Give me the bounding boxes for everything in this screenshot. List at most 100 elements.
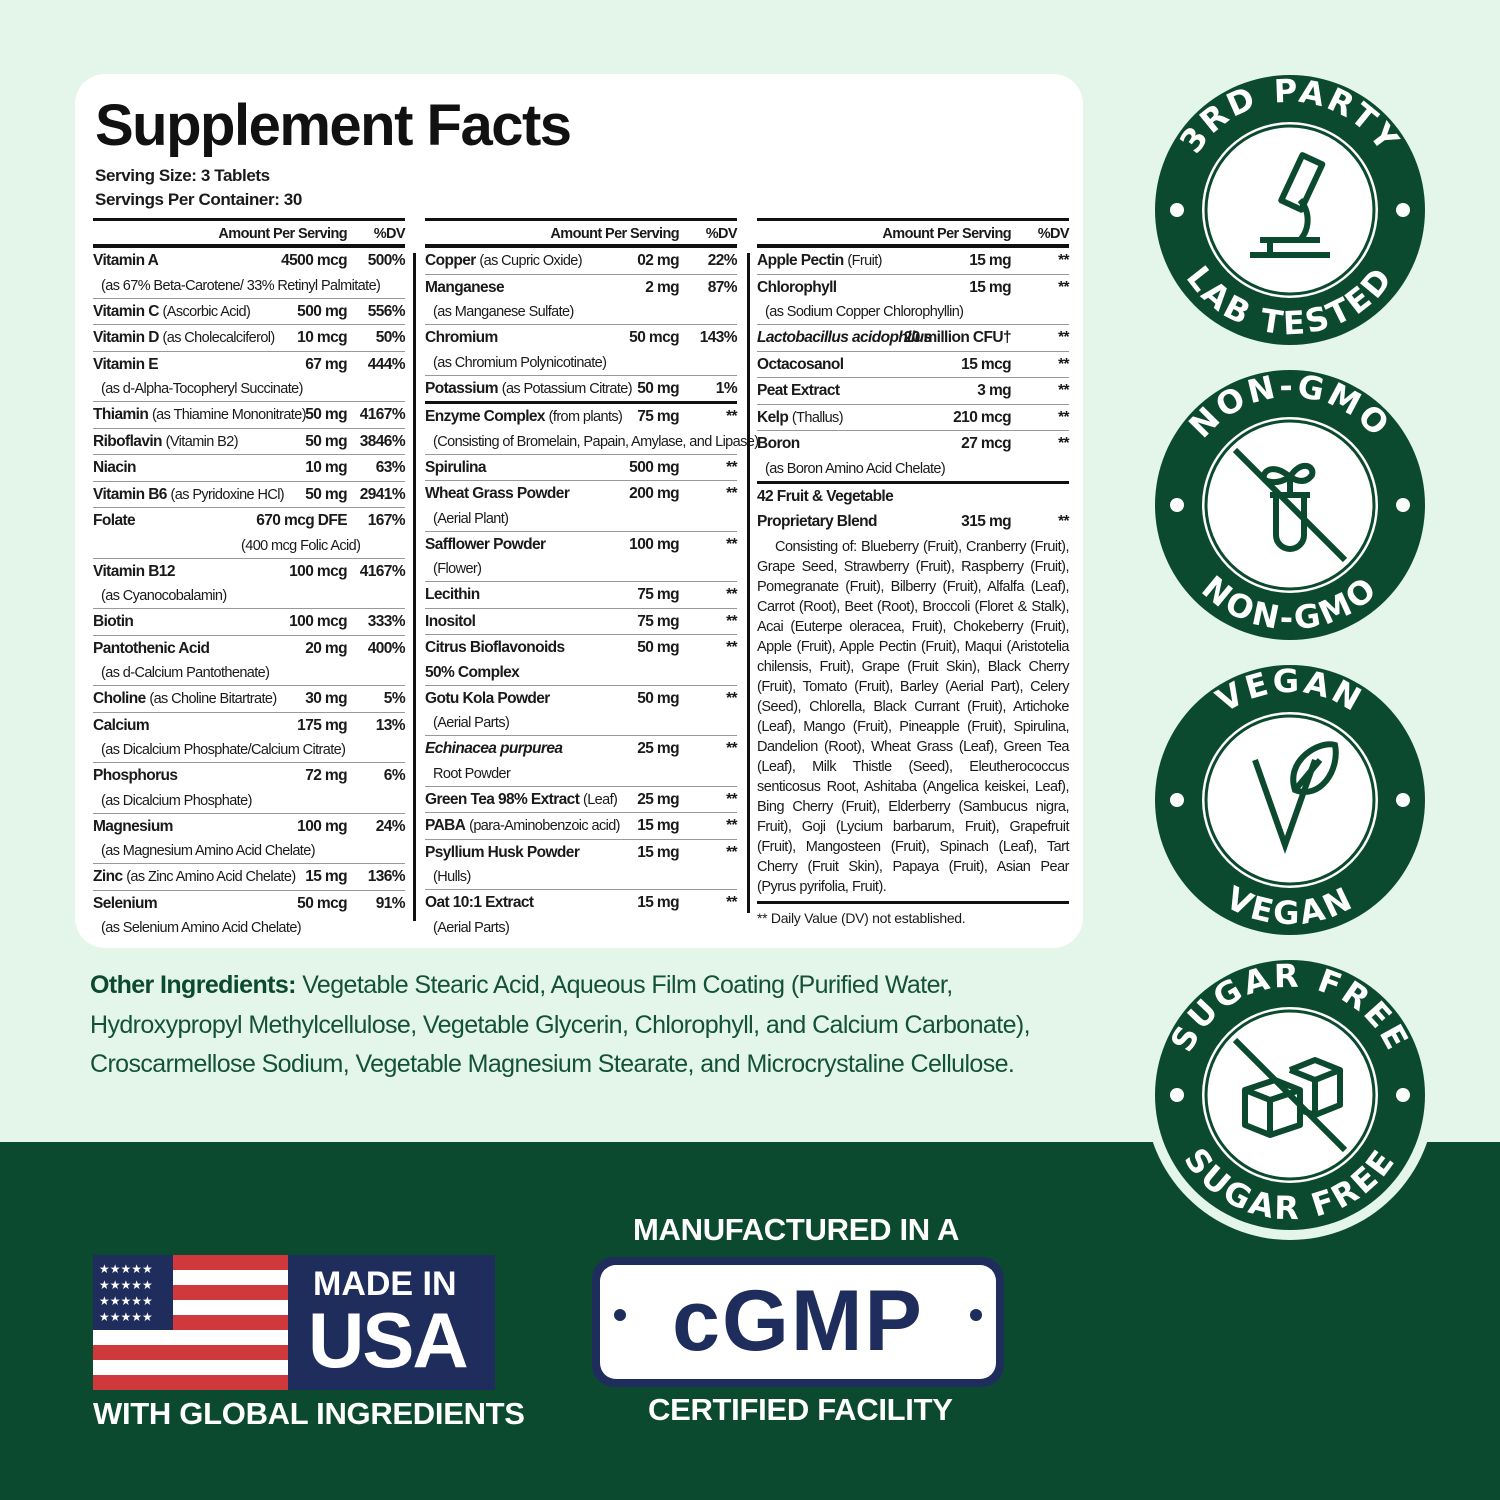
- other-ingredients: Other Ingredients: Vegetable Stearic Aci…: [90, 966, 1080, 1085]
- nutrient-row: Lactobacillus acidophilus 20 million CFU†…: [757, 324, 1070, 351]
- nutrient-name: Chromium: [425, 329, 498, 346]
- nutrient-row: Inositol 75 mg **: [425, 607, 738, 635]
- nutrient-name: Boron: [757, 435, 800, 452]
- nutrient-source: (as Choline Bitartrate): [149, 691, 277, 707]
- daily-value: 2941%: [359, 485, 406, 503]
- us-flag-icon: ★★★★★ ★★★★★ ★★★★★ ★★★★★: [93, 1255, 495, 1390]
- amount-per-serving: 25 mg: [637, 790, 679, 808]
- nutrient-line: Thiamin (as Thiamine Mononitrate) 50 mg 41…: [93, 402, 406, 428]
- nutrient-row: Vitamin B12 100 mcg 4167% (as Cyanocobalami…: [93, 557, 406, 609]
- nutrient-row: Magnesium 100 mg 24% (as Magnesium Amino Ac…: [93, 812, 406, 864]
- nutrient-row: Boron 27 mcg ** (as Boron Amino Acid Chelat…: [757, 430, 1070, 481]
- daily-value: **: [1058, 435, 1069, 452]
- badge-no-gmo-plant-tube: NON-GMO NON-GMO: [1145, 360, 1435, 650]
- amount-per-serving: 50 mcg: [629, 329, 679, 346]
- daily-value: **: [726, 458, 737, 476]
- nutrient-line: Proprietary Blend 315 mg **: [757, 509, 1070, 535]
- manufactured-in-text: MANUFACTURED IN A: [633, 1212, 960, 1247]
- nutrient-line: Manganese 2 mg 87%: [425, 275, 738, 301]
- amount-per-serving: 27 mcg: [961, 435, 1011, 452]
- daily-value: **: [726, 740, 737, 757]
- certified-facility-text: CERTIFIED FACILITY: [648, 1392, 953, 1427]
- nutrient-row: Phosphorus 72 mg 6% (as Dicalcium Phosphate…: [93, 762, 406, 813]
- nutrient-line: Spirulina 500 mg **: [425, 455, 738, 481]
- nutrient-subnote: (as Chromium Polynicotinate): [433, 354, 607, 371]
- amount-per-serving: 200 mg: [629, 485, 679, 502]
- nutrient-source: (as Pyridoxine HCl): [170, 486, 285, 503]
- nutrient-row: Niacin 10 mg 63%: [93, 454, 406, 481]
- nutrient-name: Proprietary Blend: [757, 513, 877, 530]
- daily-value: 4167%: [359, 562, 406, 580]
- nutrient-name: Vitamin D: [93, 329, 159, 346]
- nutrient-row: Peat Extract 3 mg **: [757, 377, 1070, 404]
- daily-value: 556%: [367, 302, 406, 320]
- amount-per-serving: 20 mg: [305, 639, 347, 657]
- daily-value: **: [1058, 513, 1069, 530]
- nutrient-row: Chromium 50 mcg 143% (as Chromium Polynicot…: [425, 324, 738, 375]
- nutrient-line: Gotu Kola Powder 50 mg **: [425, 686, 738, 712]
- nutrient-subnote: Root Powder: [433, 765, 511, 782]
- amount-per-serving: 75 mg: [637, 408, 679, 425]
- nutrient-subnote: (Aerial Parts): [433, 919, 510, 936]
- amount-per-serving: 2 mg: [645, 278, 679, 296]
- nutrient-row: Gotu Kola Powder 50 mg ** (Aerial Parts): [425, 684, 738, 736]
- nutrient-subnote: (400 mcg Folic Acid): [241, 537, 361, 554]
- usa-text: USA: [308, 1296, 469, 1384]
- nutrient-row: Potassium (as Potassium Citrate) 50 mg 1%: [425, 374, 738, 402]
- nutrient-row: PABA (para-Aminobenzoic acid) 15 mg **: [425, 812, 738, 839]
- nutrient-name: Lactobacillus acidophilus: [757, 329, 932, 346]
- microscope-icon: [1250, 152, 1330, 258]
- nutrient-source: (as Potassium Citrate): [501, 380, 633, 397]
- nutrient-name: Safflower Powder: [425, 535, 546, 553]
- column-divider: [413, 253, 416, 921]
- nutrient-line: Octacosanol 15 mcg **: [757, 352, 1070, 378]
- nutrient-row: Folate 670 mcg DFE 167% (400 mcg Folic Acid…: [93, 507, 406, 558]
- amount-per-serving: 10 mg: [305, 459, 347, 476]
- daily-value: **: [726, 639, 737, 656]
- badge-no-sugar-cubes: SUGAR FREE SUGAR FREE: [1145, 950, 1435, 1240]
- daily-value: **: [726, 612, 737, 630]
- daily-value: 3846%: [359, 432, 406, 450]
- amount-per-serving: 15 mg: [305, 868, 347, 885]
- nutrient-row: Citrus Bioflavonoids 50 mg ** 50% Complex: [425, 634, 738, 685]
- nutrient-name: Selenium: [93, 894, 158, 912]
- nutrient-name: Biotin: [93, 613, 134, 630]
- nutrient-name: Magnesium: [93, 817, 173, 835]
- nutrient-name: Vitamin B6: [93, 485, 167, 503]
- badge-microscope: 3RD PARTY LAB TESTED: [1145, 65, 1435, 355]
- nutrient-subnote: (as Boron Amino Acid Chelate): [765, 460, 946, 477]
- daily-value: 1%: [715, 379, 738, 397]
- nutrient-source: (para-Aminobenzoic acid): [469, 818, 620, 834]
- vegan-leaf-icon: [1252, 741, 1339, 855]
- nutrient-name: Copper: [425, 252, 476, 269]
- amount-per-serving: 50 mg: [305, 485, 347, 503]
- svg-text:★★★★★: ★★★★★: [99, 1262, 153, 1276]
- dot-icon: [614, 1309, 626, 1321]
- nutrient-line: Inositol 75 mg **: [425, 609, 738, 635]
- nutrient-row: Vitamin C (Ascorbic Acid) 500 mg 556%: [93, 297, 406, 325]
- nutrient-name: Enzyme Complex: [425, 408, 546, 425]
- nutrient-line: Vitamin E 67 mg 444%: [93, 352, 406, 378]
- nutrient-line: Chlorophyll 15 mg **: [757, 275, 1070, 301]
- daily-value: 50%: [375, 329, 406, 346]
- nutrient-line: Psyllium Husk Powder 15 mg **: [425, 840, 738, 866]
- nutrient-source: (Ascorbic Acid): [162, 303, 251, 320]
- amount-per-serving: 500 mg: [629, 458, 679, 476]
- column-header: Amount Per Serving %DV: [425, 218, 738, 248]
- daily-value: 444%: [367, 355, 406, 373]
- daily-value: **: [726, 408, 737, 425]
- column-header: Amount Per Serving %DV: [757, 218, 1070, 248]
- daily-value: 13%: [375, 716, 406, 734]
- nutrient-line: Pantothenic Acid 20 mg 400%: [93, 636, 406, 662]
- nutrient-row: Vitamin E 67 mg 444% (as d-Alpha-Tocopheryl…: [93, 350, 406, 402]
- amount-per-serving: 20 million CFU†: [903, 329, 1012, 346]
- nutrient-line: Vitamin D (as Cholecalciferol) 10 mcg 50%: [93, 325, 406, 351]
- nutrient-line: Green Tea 98% Extract (Leaf) 25 mg **: [425, 787, 738, 813]
- daily-value: **: [726, 586, 737, 603]
- nutrient-row: Vitamin D (as Cholecalciferol) 10 mcg 50%: [93, 324, 406, 351]
- nutrient-row: Vitamin B6 (as Pyridoxine HCl) 50 mg 2941%: [93, 480, 406, 508]
- nutrient-line: Zinc (as Zinc Amino Acid Chelate) 15 mg 13…: [93, 864, 406, 890]
- nutrient-line: Wheat Grass Powder 200 mg **: [425, 481, 738, 507]
- amount-per-serving: 100 mcg: [289, 562, 347, 580]
- nutrient-name: Psyllium Husk Powder: [425, 843, 580, 861]
